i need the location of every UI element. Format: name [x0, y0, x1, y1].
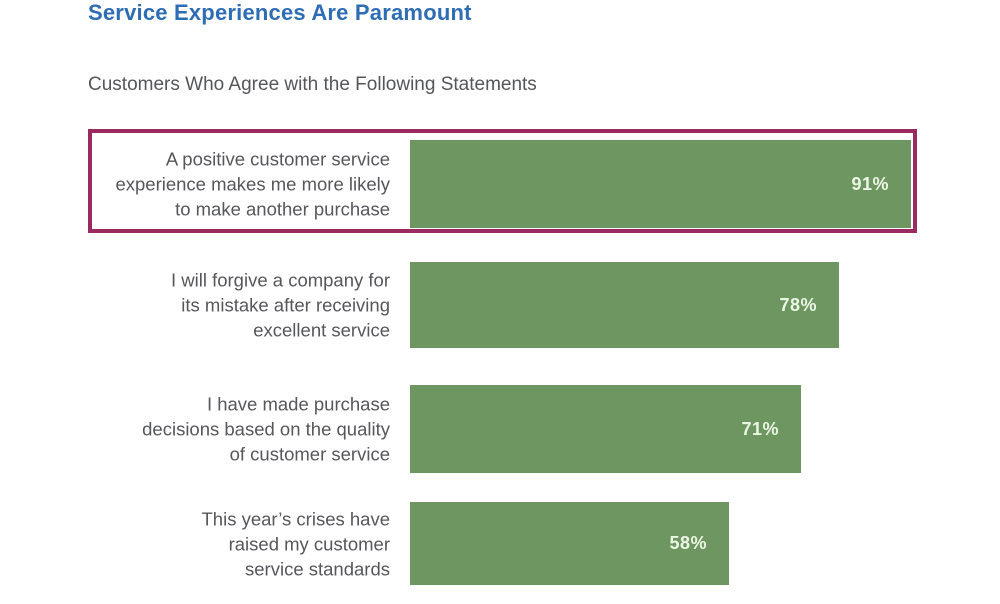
bar-row: I have made purchase decisions based on … — [0, 385, 1000, 473]
label-line: of customer service — [229, 443, 390, 465]
label-line: raised my customer — [228, 533, 390, 554]
bar-row: A positive customer service experience m… — [0, 140, 1000, 228]
label-line: This year’s crises have — [201, 508, 391, 529]
label-line: I have made purchase — [206, 393, 390, 415]
page-title: Service Experiences Are Paramount — [88, 0, 472, 25]
bar: 71% — [410, 385, 801, 473]
bar-category-label: This year’s crises have raised my custom… — [50, 506, 391, 581]
bar: 91% — [410, 140, 911, 228]
bar: 78% — [410, 262, 839, 348]
bar-row: I will forgive a company for its mistake… — [0, 262, 1000, 348]
label-line: its mistake after receiving — [181, 294, 390, 316]
bar-category-label: I will forgive a company for its mistake… — [50, 268, 390, 343]
bar-value-label: 58% — [669, 533, 707, 553]
bar-category-label: I have made purchase decisions based on … — [50, 392, 390, 467]
bar-value-label: 91% — [851, 173, 889, 194]
label-line: experience makes me more likely — [115, 173, 390, 195]
bar: 58% — [410, 502, 729, 585]
bar-category-label: A positive customer service experience m… — [50, 147, 390, 222]
bar-value-label: 71% — [741, 418, 779, 439]
label-line: I will forgive a company for — [170, 269, 390, 291]
bar-value-label: 78% — [779, 294, 817, 315]
label-line: decisions based on the quality — [142, 418, 390, 440]
label-line: excellent service — [253, 319, 390, 341]
label-line: A positive customer service — [165, 148, 390, 170]
bar-row: This year’s crises have raised my custom… — [0, 502, 1000, 585]
chart-subtitle: Customers Who Agree with the Following S… — [88, 74, 537, 95]
label-line: service standards — [245, 558, 390, 579]
label-line: to make another purchase — [175, 198, 390, 220]
